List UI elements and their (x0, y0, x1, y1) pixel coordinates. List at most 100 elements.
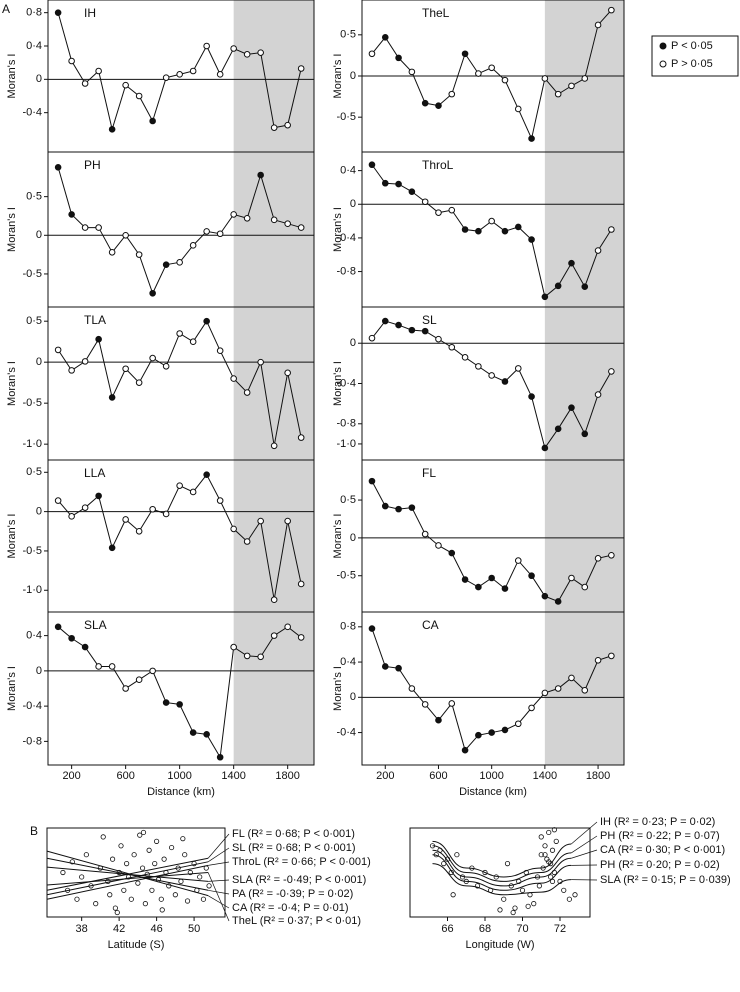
data-point (475, 731, 482, 739)
x-tick-label: 66 (441, 923, 453, 935)
x-tick-label: 72 (554, 923, 566, 935)
data-point (189, 338, 197, 345)
data-point (435, 209, 442, 216)
x-tick-label: 600 (429, 770, 447, 782)
legend-marker (659, 60, 667, 68)
data-point (501, 227, 509, 235)
data-point (162, 510, 170, 518)
fit-label: FL (R² = 0·68; P < 0·001) (232, 828, 355, 840)
data-point (435, 716, 442, 724)
data-point (368, 625, 376, 632)
data-point (381, 502, 389, 510)
scatter-point (180, 836, 186, 842)
data-point (203, 471, 210, 478)
data-point (203, 228, 210, 235)
y-tick-label: 0·5 (26, 191, 42, 203)
data-point (475, 363, 482, 370)
data-point (421, 198, 429, 206)
fit-line (432, 849, 572, 887)
scatter-point (172, 892, 178, 898)
data-point (108, 544, 116, 552)
fit-label: PH (R² = 0·22; P = 0·07) (600, 830, 720, 842)
scatter-point (474, 883, 481, 889)
data-point (297, 65, 305, 72)
data-point (448, 700, 456, 707)
data-point (68, 634, 75, 642)
plot-frame (46, 827, 226, 918)
scatter-point (60, 869, 66, 876)
data-point (408, 188, 416, 195)
scatter-point (128, 896, 134, 902)
data-point (122, 516, 129, 523)
data-point (203, 731, 210, 738)
data-point (488, 729, 495, 736)
data-point (421, 327, 429, 335)
scatter-point (482, 869, 488, 876)
y-axis-label: Moran's I (6, 207, 18, 252)
data-point (608, 551, 615, 559)
scatter-point (553, 838, 559, 844)
data-point (149, 354, 156, 362)
data-point (408, 68, 416, 76)
data-point (135, 676, 143, 683)
data-point (461, 354, 469, 361)
data-point (230, 45, 237, 52)
scatter-point (546, 829, 552, 836)
data-point (514, 720, 522, 728)
x-tick-label: 50 (188, 923, 200, 935)
scatter-point (497, 907, 503, 913)
x-tick-label: 42 (113, 923, 125, 935)
scatter-point (501, 896, 507, 902)
fit-line (46, 850, 209, 897)
data-point (135, 251, 143, 258)
x-tick-label: 70 (516, 923, 528, 935)
x-tick-label: 600 (116, 770, 134, 782)
legend-marker (659, 42, 667, 50)
y-tick-label: -0·5 (336, 570, 356, 582)
data-point (108, 126, 116, 133)
y-axis-label: Moran's I (332, 666, 344, 711)
panel-title: CA (422, 618, 439, 632)
panel-title: PH (84, 158, 101, 172)
data-point (162, 74, 170, 81)
scatter-point (159, 907, 165, 913)
scatter-point (200, 896, 207, 902)
data-point (122, 685, 129, 692)
data-point (395, 54, 402, 62)
data-point (541, 75, 549, 82)
x-axis-label: Distance (km) (459, 786, 527, 798)
data-point (108, 663, 116, 670)
scatter-point (79, 874, 85, 880)
y-tick-label: -0·4 (336, 232, 356, 244)
data-point (297, 434, 305, 441)
data-point (501, 378, 509, 385)
data-point (230, 525, 237, 533)
data-point (270, 216, 278, 224)
y-tick-label: 0 (350, 70, 356, 82)
fit-label: PH (R² = 0·20; P = 0·02) (600, 859, 720, 871)
scatter-point (131, 852, 137, 858)
scatter-point (454, 852, 460, 858)
data-point (408, 504, 416, 511)
data-point (162, 699, 170, 706)
data-point (230, 375, 237, 382)
data-point (297, 224, 305, 231)
y-tick-label: 0·8 (26, 7, 42, 19)
y-tick-label: -1·0 (22, 438, 42, 450)
data-point (257, 517, 264, 525)
x-tick-label: 1000 (479, 770, 503, 782)
data-point (189, 242, 197, 249)
x-axis-label: Longitude (W) (465, 939, 534, 951)
y-tick-label: -0·8 (336, 265, 356, 277)
data-point (514, 223, 522, 231)
y-axis-label: Moran's I (6, 666, 18, 711)
y-tick-label: -0·4 (336, 726, 356, 738)
data-point (554, 282, 562, 290)
panel-title: SLA (84, 618, 107, 632)
data-point (297, 580, 305, 588)
data-point (514, 105, 522, 113)
data-point (243, 652, 251, 660)
y-tick-label: 0·5 (26, 315, 42, 327)
data-point (568, 82, 575, 90)
x-tick-label: 1800 (275, 770, 299, 782)
